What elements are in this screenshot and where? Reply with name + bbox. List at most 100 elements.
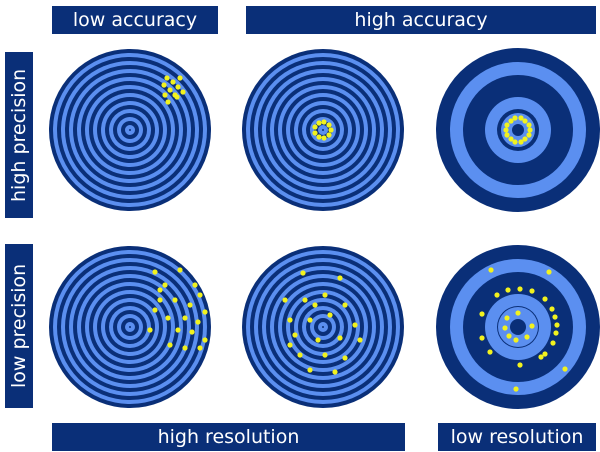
target-low-precision-low-accuracy [49,246,211,408]
hit-dot [504,315,510,321]
target-bullseye [510,319,526,335]
hit-dot [157,297,163,303]
hit-dot [182,345,188,351]
hit-dot [352,322,358,328]
hit-dot [180,89,186,95]
hit-dot [162,282,168,288]
hit-dot [487,349,493,355]
hit-dot [488,267,494,273]
hit-dot [554,322,560,328]
hit-dot [182,315,188,321]
target-ring [322,326,324,328]
hit-dot [202,309,208,315]
hit-dot [342,355,348,361]
hit-dot [189,329,195,335]
low-accuracy-label: low accuracy [52,6,218,34]
hit-dot [332,369,338,375]
hit-dot [326,122,332,128]
hit-dot [162,92,168,98]
hit-dot [357,337,363,343]
target-low-precision-high-accuracy-low-resolution [436,245,600,409]
hit-dot [326,132,332,138]
hit-dot [503,127,509,133]
low-resolution-label: low resolution [438,423,596,451]
hit-dot [526,122,532,128]
hit-dot [282,297,288,303]
hit-dot [312,130,318,136]
target-high-precision-high-accuracy-low-resolution [436,48,600,212]
target-ring [129,326,131,328]
hit-dot [518,115,524,121]
hit-dot [527,127,533,133]
hit-dot [170,79,176,85]
hit-dot [322,292,328,298]
hit-dot [297,352,303,358]
hit-dot [529,288,535,294]
hit-dot [316,134,322,140]
hit-dot [152,307,158,313]
target-high-precision-low-accuracy [49,49,211,211]
hit-dot [502,325,508,331]
hit-dot [307,317,313,323]
hit-dot [546,269,552,275]
hit-dot [157,287,163,293]
hit-dot [197,345,203,351]
hit-dot [522,136,528,142]
hit-dot [479,311,485,317]
hit-dot [513,337,519,343]
hit-dot [321,135,327,141]
hit-dot [508,136,514,142]
hit-dot [187,302,193,308]
hit-dot [175,327,181,333]
target-ring [129,129,131,131]
hit-dot [512,115,518,121]
hit-dot [327,312,333,318]
hit-dot [562,366,568,372]
hit-dot [337,335,343,341]
hit-dot [506,333,512,339]
hit-dot [316,120,322,126]
hit-dot [529,323,535,329]
target-low-precision-high-accuracy [242,246,404,408]
hit-dot [197,292,203,298]
hit-dot [328,127,334,133]
hit-dot [550,340,556,346]
hit-dot [287,317,293,323]
hit-dot [504,132,510,138]
hit-dot [518,139,524,145]
hit-dot [517,362,523,368]
hit-dot [172,297,178,303]
hit-dot [147,327,153,333]
hit-dot [287,342,293,348]
hit-dot [164,75,170,81]
hit-dot [542,296,548,302]
hit-dot [322,352,328,358]
hit-dot [165,99,171,105]
target-ring [322,129,324,131]
hit-dot [549,306,555,312]
hit-dot [552,314,558,320]
hit-dot [177,75,183,81]
hit-dot [312,124,318,130]
hit-dot [479,335,485,341]
hit-dot [292,332,298,338]
hit-dot [337,275,343,281]
hit-dot [512,139,518,145]
hit-dot [515,310,521,316]
hit-dot [307,367,313,373]
hit-dot [538,354,544,360]
hit-dot [342,302,348,308]
hit-dot [192,282,198,288]
hit-dot [300,270,306,276]
hit-dot [522,118,528,124]
hit-dot [167,87,173,93]
hit-dot [202,337,208,343]
hit-dot [505,287,511,293]
hit-dot [526,132,532,138]
hit-dot [165,315,171,321]
hit-dot [152,269,158,275]
hit-dot [302,297,308,303]
hit-dot [177,267,183,273]
hit-dot [315,337,321,343]
